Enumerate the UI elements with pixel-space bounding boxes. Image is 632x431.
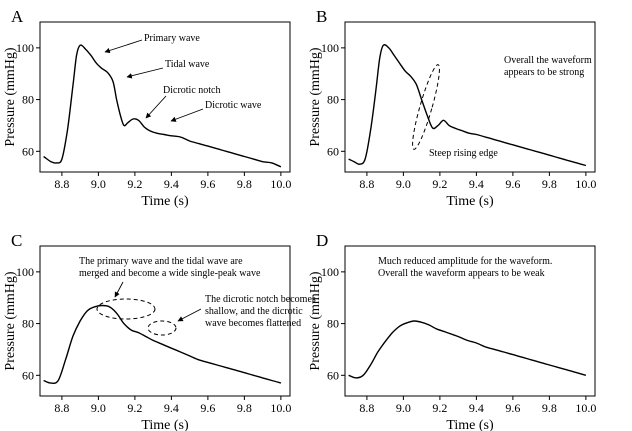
annotation-b-line2: appears to be strong [504,67,584,78]
panel-c-x-axis-label: Time (s) [141,418,189,431]
panel-a-x-tick-label: 9.2 [127,177,142,191]
panel-d-x-tick-label: 10.0 [575,401,596,415]
panel-d-x-tick-label: 8.8 [359,401,374,415]
panel-c-x-tick-label: 8.8 [54,401,69,415]
panel-a-annotations: Primary wave Tidal wave Dicrotic notch D… [104,33,262,122]
panel-d-x-tick-label: 9.2 [432,401,447,415]
arrow-dicrotic-notch [145,95,167,119]
panel-b-x-tick-label: 9.6 [505,177,520,191]
panel-c-x-tick-label: 9.4 [164,401,179,415]
panel-b-x-tick-label: 9.8 [542,177,557,191]
panel-c-plot-frame [39,245,291,397]
arrow-dicrotic-flattened [177,308,202,322]
merged-peak-ellipse [96,298,156,320]
annotation-dicrotic-wave: Dicrotic wave [205,100,262,111]
annotation-c-line2: merged and become a wide single-peak wav… [79,268,261,279]
panel-d-x-tick-label: 9.6 [505,401,520,415]
panel-a-y-axis-label: Pressure (mmHg) [3,47,18,146]
panel-b-y-axis-label: Pressure (mmHg) [308,47,323,146]
panel-a: 8.8 9.0 9.2 9.4 9.6 9.8 10.0 60 80 100 Time (s) Pre… [3,21,291,209]
panel-b-x-tick-label: 10.0 [575,177,596,191]
panel-a-x-tick-label: 9.8 [237,177,252,191]
panel-a-plot-frame [39,21,291,173]
panel-b-plot-frame [344,21,596,173]
panel-d-plot-frame [344,245,596,397]
annotation-dicrotic-notch: Dicrotic notch [163,85,220,96]
panel-b: 8.8 9.0 9.2 9.4 9.6 9.8 10.0 60 80 100 Time (s) Pre… [308,21,596,209]
panel-b-x-tick-label: 9.2 [432,177,447,191]
panel-c-pressure-line [43,304,282,385]
arrow-tidal-wave [126,67,164,79]
panel-b-x-tick-label: 9.0 [396,177,411,191]
annotation-b-line1: Overall the waveform [504,55,592,66]
panel-b-pressure-line [348,44,587,167]
panel-c-y-axis-label: Pressure (mmHg) [3,271,18,370]
panel-a-y-tick-label: 100 [16,41,34,55]
panel-b-y-tick-label: 80 [327,93,339,107]
panel-b-annotations: Overall the waveform appears to be stron… [412,55,592,159]
panel-c-x-tick-label: 9.0 [91,401,106,415]
panel-d-y-tick-label: 80 [327,317,339,331]
annotation-c-line1: The primary wave and the tidal wave are [79,256,243,267]
panel-d-y-axis-label: Pressure (mmHg) [308,271,323,370]
panel-c: 8.8 9.0 9.2 9.4 9.6 9.8 10.0 60 80 100 Time (s) Pre… [3,245,291,431]
steep-edge-ellipse [412,64,440,150]
panel-d-x-tick-label: 9.0 [396,401,411,415]
panel-b-y-tick-label: 100 [321,41,339,55]
annotation-d-line1: Much reduced amplitude for the waveform. [378,256,552,267]
panel-c-y-tick-label: 100 [16,265,34,279]
panel-d-x-axis-label: Time (s) [446,418,494,431]
panel-c-x-tick-label: 9.2 [127,401,142,415]
panel-c-annotations: The primary wave and the tidal wave are … [79,256,316,336]
panel-a-pressure-line [43,44,282,168]
annotation-d-line2: Overall the waveform appears to be weak [378,268,545,279]
panel-d-annotations: Much reduced amplitude for the waveform.… [378,256,552,279]
panel-c-x-tick-label: 9.8 [237,401,252,415]
panel-c-x-tick-label: 10.0 [270,401,291,415]
panel-d-y-tick-label: 100 [321,265,339,279]
panel-a-y-tick-label: 60 [22,144,34,158]
panel-d-x-tick-label: 9.4 [469,401,484,415]
panel-a-y-tick-label: 80 [22,93,34,107]
panel-a-x-tick-label: 9.6 [200,177,215,191]
panel-d-pressure-line [348,320,587,379]
arrow-primary-wave [104,39,143,54]
panel-a-x-tick-label: 9.4 [164,177,179,191]
panel-label-a: A [11,7,24,26]
panel-b-x-tick-label: 9.4 [469,177,484,191]
panel-b-x-axis-label: Time (s) [446,194,494,209]
panel-d-x-tick-label: 9.8 [542,401,557,415]
arrow-merged-wave [114,281,124,298]
panel-label-c: C [11,231,22,250]
panel-b-x-tick-label: 8.8 [359,177,374,191]
annotation-tidal-wave: Tidal wave [165,59,210,70]
panel-c-x-tick-label: 9.6 [200,401,215,415]
panel-a-x-tick-label: 10.0 [270,177,291,191]
panel-c-y-tick-label: 80 [22,317,34,331]
panel-a-x-tick-label: 9.0 [91,177,106,191]
dicrotic-notch-ellipse [147,320,177,336]
panel-label-d: D [316,231,328,250]
annotation-c-line4: shallow, and the dicrotic [205,306,303,317]
arrow-dicrotic-wave [170,108,204,122]
panel-label-b: B [316,7,327,26]
annotation-primary-wave: Primary wave [144,33,200,44]
panel-d: 8.8 9.0 9.2 9.4 9.6 9.8 10.0 60 80 100 Time (s) Pre… [308,245,596,431]
annotation-c-line3: The dicrotic notch becomes [205,294,316,305]
panel-d-y-tick-label: 60 [327,368,339,382]
panel-b-y-tick-label: 60 [327,144,339,158]
annotation-c-line5: wave becomes flattened [205,318,301,329]
annotation-steep-rising-edge: Steep rising edge [429,148,498,159]
panel-c-y-tick-label: 60 [22,368,34,382]
panel-a-x-tick-label: 8.8 [54,177,69,191]
panel-a-x-axis-label: Time (s) [141,194,189,209]
